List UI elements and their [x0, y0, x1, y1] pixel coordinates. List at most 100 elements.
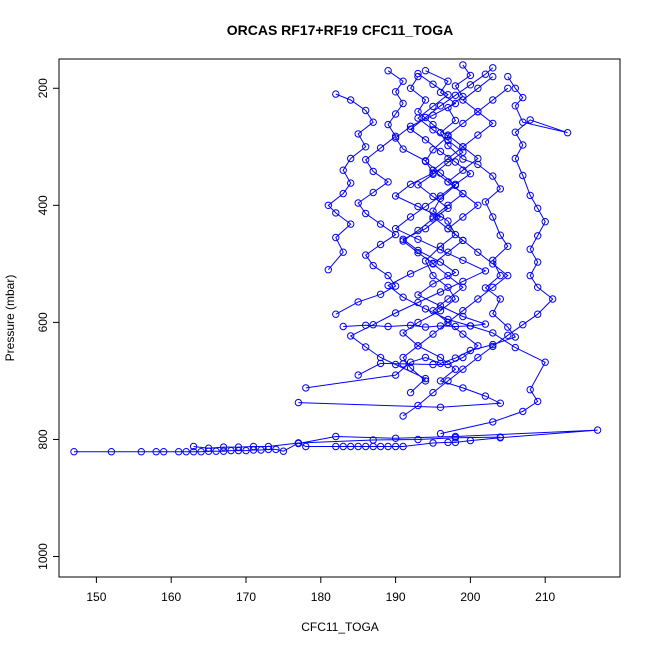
data-point: [481, 70, 490, 78]
data-point: [339, 442, 347, 451]
data-point: [339, 166, 347, 174]
data-point: [451, 230, 460, 239]
data-point: [489, 213, 497, 221]
data-point: [519, 118, 527, 126]
data-point: [406, 213, 415, 221]
data-point: [302, 384, 310, 392]
data-point: [369, 188, 377, 197]
data-point: [414, 226, 422, 235]
data-point: [519, 407, 527, 416]
data-point: [504, 271, 512, 280]
data-point: [406, 321, 415, 329]
data-point: [466, 71, 475, 80]
data-point: [421, 202, 430, 211]
series-line: [298, 76, 503, 408]
series-line: [327, 93, 374, 271]
data-point: [219, 447, 228, 455]
data-point: [459, 365, 467, 373]
data-point: [369, 436, 377, 444]
data-point: [429, 388, 437, 397]
data-point: [414, 181, 422, 189]
series-line: [335, 70, 404, 315]
data-point: [399, 329, 407, 337]
data-point: [474, 160, 482, 169]
data-point: [376, 290, 385, 298]
data-point: [332, 432, 340, 441]
data-point: [429, 126, 437, 134]
data-point: [504, 84, 512, 93]
data-point: [399, 293, 407, 301]
data-point: [421, 305, 430, 313]
data-point: [459, 384, 467, 392]
data-point: [526, 245, 534, 253]
data-point: [489, 418, 497, 426]
data-point: [459, 96, 467, 104]
data-point: [406, 358, 415, 366]
chart-title: ORCAS RF17+RF19 CFC11_TOGA: [227, 22, 454, 38]
data-point: [459, 189, 467, 198]
data-point: [436, 377, 445, 385]
data-point: [429, 146, 437, 154]
data-point: [474, 131, 482, 139]
data-point: [362, 251, 370, 259]
y-tick-label: 800: [36, 429, 50, 449]
data-point: [406, 84, 415, 93]
data-point: [534, 310, 542, 318]
data-point: [429, 170, 437, 179]
data-point: [429, 207, 437, 215]
data-point: [421, 136, 430, 144]
data-point: [444, 318, 452, 327]
data-point: [429, 307, 437, 315]
data-point: [347, 154, 355, 163]
data-point: [421, 113, 430, 122]
data-point: [444, 360, 452, 369]
data-point: [384, 322, 392, 331]
data-point: [384, 281, 392, 290]
data-point: [189, 448, 198, 456]
data-point: [391, 434, 400, 442]
data-point: [519, 93, 527, 102]
data-point: [204, 444, 213, 452]
data-point: [332, 209, 340, 217]
data-point: [459, 283, 467, 291]
series-line: [74, 429, 598, 453]
data-point: [272, 445, 280, 454]
data-point: [459, 236, 467, 245]
data-point: [489, 260, 497, 268]
data-point: [474, 295, 482, 303]
data-point: [436, 429, 445, 438]
data-point: [362, 106, 370, 115]
data-point: [429, 166, 437, 174]
data-point: [332, 90, 340, 98]
data-point: [511, 333, 519, 341]
data-point: [369, 118, 377, 126]
data-point: [234, 443, 243, 451]
data-point: [414, 235, 422, 244]
data-point: [451, 99, 460, 108]
data-point: [451, 268, 460, 277]
data-point: [376, 442, 385, 451]
data-point: [541, 218, 549, 226]
y-tick-label: 1000: [36, 543, 50, 570]
data-point: [294, 439, 303, 447]
data-point: [481, 392, 490, 400]
data-point: [451, 91, 460, 100]
data-point: [593, 426, 602, 434]
data-point: [519, 321, 527, 329]
data-point: [152, 448, 160, 456]
data-point: [451, 295, 460, 303]
data-point: [376, 220, 385, 228]
data-point: [406, 388, 415, 397]
data-point: [399, 442, 407, 451]
x-tick-label: 160: [161, 590, 181, 604]
data-point: [391, 110, 400, 118]
data-point: [324, 266, 332, 274]
data-point: [436, 102, 445, 110]
data-point: [362, 442, 370, 451]
data-point: [474, 248, 482, 256]
data-point: [444, 201, 452, 210]
data-point: [414, 114, 422, 122]
data-point: [451, 322, 460, 331]
data-point: [391, 132, 400, 141]
data-point: [264, 442, 273, 451]
